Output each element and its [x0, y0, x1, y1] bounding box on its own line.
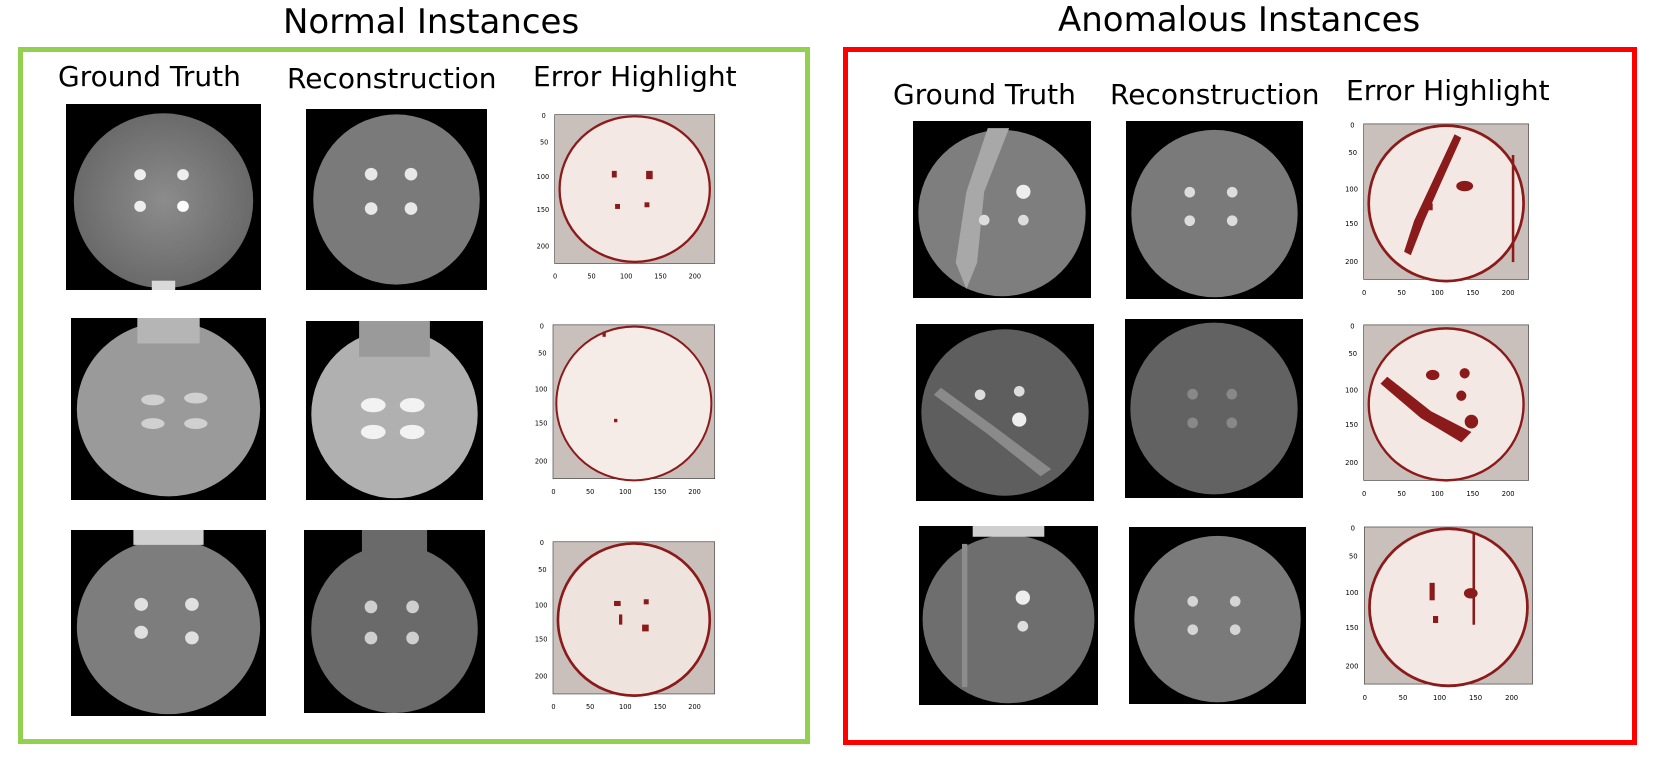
anomalous-reconstruction-image-1	[1126, 121, 1303, 299]
svg-text:150: 150	[1345, 220, 1358, 228]
anomalous-error-heatmap-3: 0 50 100 150 200 0 50 100 150 200	[1330, 520, 1536, 712]
anomalous-instances-title: Anomalous Instances	[1058, 0, 1421, 40]
anomalous-col-reconstruction: Reconstruction	[1110, 78, 1320, 111]
svg-text:50: 50	[1349, 149, 1358, 157]
svg-text:150: 150	[1466, 289, 1479, 297]
anomalous-instances-panel	[843, 47, 1637, 745]
normal-reconstruction-image-2	[306, 321, 483, 500]
svg-text:200: 200	[1345, 258, 1358, 266]
svg-text:100: 100	[537, 173, 549, 181]
normal-ground-truth-image-1	[66, 104, 261, 290]
svg-text:200: 200	[535, 457, 548, 465]
svg-text:150: 150	[537, 206, 549, 214]
normal-instances-panel	[18, 47, 810, 744]
svg-text:50: 50	[538, 566, 546, 574]
svg-text:200: 200	[1502, 289, 1515, 297]
normal-error-heatmap-2: 0 50 100 150 200 0 50 100 150 200	[520, 318, 718, 506]
anomalous-reconstruction-image-3	[1129, 527, 1306, 704]
svg-text:100: 100	[1345, 386, 1358, 394]
anomalous-col-ground-truth: Ground Truth	[893, 78, 1076, 111]
svg-text:150: 150	[654, 703, 667, 711]
anomalous-error-heatmap-1: 0 50 100 150 200 0 50 100 150 200	[1330, 117, 1532, 307]
svg-text:0: 0	[1350, 322, 1354, 330]
svg-text:150: 150	[1345, 624, 1358, 632]
svg-text:0: 0	[1362, 490, 1366, 498]
anomalous-col-error-highlight: Error Highlight	[1346, 74, 1550, 107]
svg-text:200: 200	[1505, 694, 1518, 702]
normal-col-error-highlight: Error Highlight	[533, 60, 737, 93]
svg-text:0: 0	[551, 488, 555, 496]
svg-text:0: 0	[1350, 121, 1354, 129]
normal-ground-truth-image-2	[71, 318, 266, 500]
svg-text:0: 0	[1363, 694, 1367, 702]
svg-text:50: 50	[538, 349, 546, 357]
svg-text:100: 100	[535, 385, 548, 393]
normal-instances-title: Normal Instances	[283, 2, 580, 42]
svg-text:200: 200	[1502, 490, 1515, 498]
svg-text:150: 150	[654, 272, 666, 280]
svg-text:0: 0	[540, 539, 544, 547]
svg-text:200: 200	[537, 243, 549, 251]
svg-text:100: 100	[619, 488, 632, 496]
svg-text:150: 150	[535, 420, 548, 428]
svg-text:200: 200	[688, 703, 701, 711]
svg-text:200: 200	[1345, 662, 1358, 670]
normal-col-reconstruction: Reconstruction	[287, 62, 497, 95]
svg-text:0: 0	[551, 703, 555, 711]
svg-text:150: 150	[1469, 694, 1482, 702]
svg-text:200: 200	[688, 488, 701, 496]
svg-text:50: 50	[1397, 289, 1406, 297]
svg-text:100: 100	[535, 602, 548, 610]
svg-text:0: 0	[1362, 289, 1366, 297]
svg-text:50: 50	[1349, 552, 1358, 560]
svg-text:50: 50	[586, 703, 594, 711]
normal-error-heatmap-3: 0 50 100 150 200 0 50 100 150 200	[520, 535, 718, 721]
svg-text:150: 150	[1466, 490, 1479, 498]
svg-text:50: 50	[587, 272, 595, 280]
svg-text:150: 150	[1345, 421, 1358, 429]
svg-text:0: 0	[540, 322, 544, 330]
svg-text:100: 100	[1345, 589, 1358, 597]
svg-text:50: 50	[1399, 694, 1408, 702]
svg-text:0: 0	[1351, 524, 1355, 532]
svg-text:100: 100	[619, 703, 632, 711]
svg-text:50: 50	[1349, 350, 1358, 358]
normal-col-ground-truth: Ground Truth	[58, 60, 241, 93]
anomalous-error-heatmap-2: 0 50 100 150 200 0 50 100 150 200	[1330, 318, 1532, 508]
svg-text:100: 100	[1431, 289, 1444, 297]
svg-text:0: 0	[542, 112, 546, 120]
svg-text:100: 100	[1431, 490, 1444, 498]
svg-text:100: 100	[620, 272, 632, 280]
svg-text:0: 0	[553, 272, 557, 280]
anomalous-ground-truth-image-3	[919, 526, 1098, 705]
normal-reconstruction-image-1	[306, 109, 487, 290]
anomalous-ground-truth-image-2	[916, 324, 1094, 501]
svg-text:150: 150	[654, 488, 667, 496]
svg-text:150: 150	[535, 635, 548, 643]
svg-text:100: 100	[1433, 694, 1446, 702]
svg-text:100: 100	[1345, 185, 1358, 193]
svg-text:200: 200	[535, 673, 548, 681]
svg-text:50: 50	[586, 488, 594, 496]
normal-reconstruction-image-3	[304, 530, 485, 713]
svg-text:50: 50	[1397, 490, 1406, 498]
anomalous-reconstruction-image-2	[1125, 319, 1303, 498]
normal-ground-truth-image-3	[71, 530, 266, 716]
svg-text:50: 50	[540, 138, 548, 146]
normal-error-heatmap-1: 0 50 100 150 200 0 50 100 150 200	[522, 108, 718, 290]
svg-text:200: 200	[1345, 459, 1358, 467]
anomalous-ground-truth-image-1	[913, 121, 1091, 298]
svg-text:200: 200	[689, 272, 701, 280]
